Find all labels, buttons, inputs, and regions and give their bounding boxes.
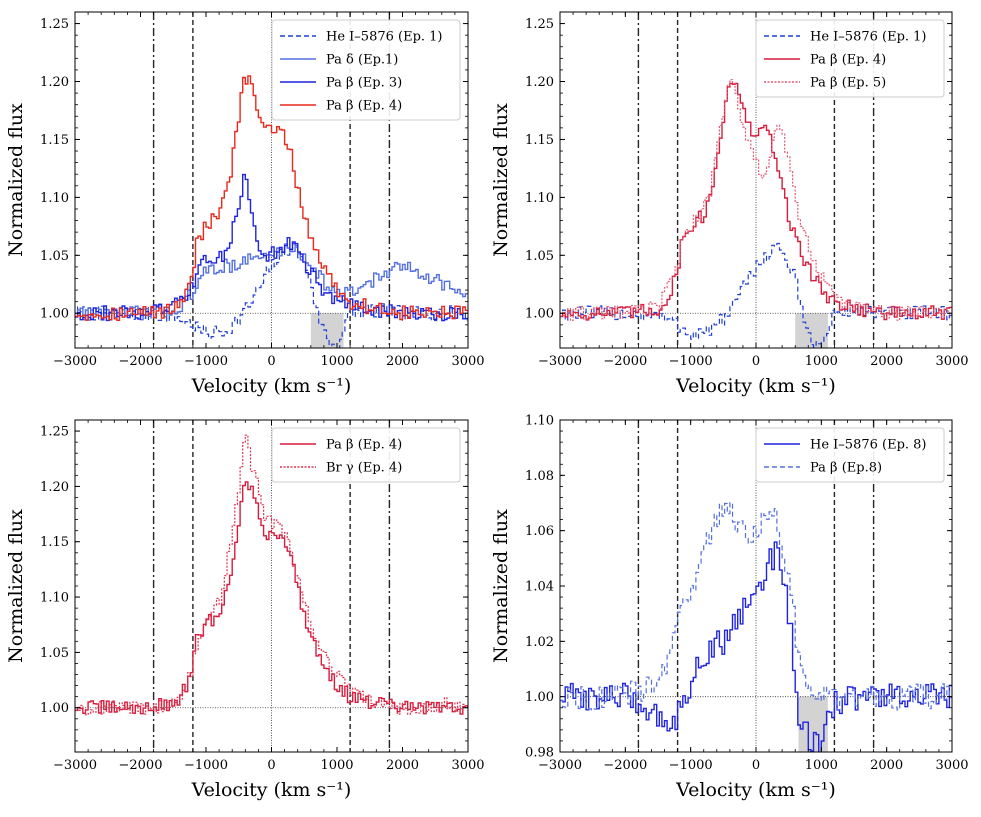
y-tick-label: 1.25 [40, 425, 69, 440]
legend-label: He I–5876 (Ep. 1) [326, 30, 443, 45]
x-tick-label: −3000 [53, 354, 97, 369]
series-line-pab4 [75, 75, 468, 321]
series-line-pab3 [75, 173, 468, 322]
x-tick-label: −2000 [603, 354, 647, 369]
y-tick-label: 1.08 [525, 469, 554, 484]
x-tick-label: −2000 [603, 758, 647, 773]
x-tick-label: −3000 [538, 354, 582, 369]
legend-box [271, 427, 461, 483]
x-tick-label: 0 [752, 758, 760, 773]
y-tick-label: 1.04 [525, 580, 554, 595]
legend-label: Pa β (Ep. 5) [810, 76, 886, 91]
x-tick-label: −2000 [119, 758, 163, 773]
y-tick-label: 1.10 [40, 591, 69, 606]
x-tick-label: −1000 [669, 354, 713, 369]
legend-label: Pa β (Ep. 3) [326, 76, 402, 91]
chart-panel-4: −3000 −2000 −1000 0 1000 2000 3000 0.98 1.00 1.02… [490, 414, 969, 802]
plot-area [75, 420, 468, 752]
y-tick-label: 1.25 [525, 17, 554, 32]
y-tick-label: 1.00 [525, 690, 554, 705]
x-tick-label: 2000 [870, 354, 903, 369]
x-tick-label: 1000 [805, 354, 838, 369]
x-tick-label: 0 [752, 354, 760, 369]
y-axis-title: Normalized flux [490, 103, 512, 257]
y-tick-label: 1.05 [525, 249, 554, 264]
y-tick-label: 1.20 [40, 75, 69, 90]
legend-box [271, 19, 461, 121]
x-tick-label: 3000 [451, 354, 484, 369]
x-tick-label: 1000 [805, 758, 838, 773]
legend-label: Pa δ (Ep.1) [326, 53, 398, 68]
x-axis-title: Velocity (km s⁻¹) [675, 779, 836, 801]
y-tick-label: 1.10 [40, 191, 69, 206]
y-tick-label: 1.25 [40, 17, 69, 32]
legend-label: Pa β (Ep.8) [810, 461, 882, 476]
x-tick-label: 0 [267, 354, 275, 369]
legend-label: Pa β (Ep. 4) [326, 438, 402, 453]
x-axis-title: Velocity (km s⁻¹) [191, 375, 352, 397]
series-line-pab8 [560, 502, 952, 711]
legend-label: He I–5876 (Ep. 1) [810, 30, 927, 45]
y-axis-title: Normalized flux [5, 103, 27, 257]
y-tick-label: 0.98 [525, 746, 554, 761]
y-tick-label: 1.00 [40, 307, 69, 322]
series-line-he1 [560, 242, 952, 348]
y-tick-label: 1.06 [525, 524, 554, 539]
y-tick-label: 1.15 [40, 133, 69, 148]
chart-panel-2: −3000 −2000 −1000 0 1000 2000 3000 1.00 1.05 1.10… [490, 11, 969, 397]
x-tick-label: −1000 [669, 758, 713, 773]
y-tick-label: 1.05 [40, 249, 69, 264]
x-tick-label: 0 [267, 758, 275, 773]
x-tick-label: −1000 [184, 758, 228, 773]
x-tick-label: 3000 [935, 758, 968, 773]
series-line-pab4 [560, 82, 952, 321]
legend-box [755, 19, 945, 98]
series-line-brg [75, 434, 468, 716]
x-axis-title: Velocity (km s⁻¹) [191, 779, 352, 801]
y-tick-label: 1.02 [525, 635, 554, 650]
shaded-absorption-region [310, 313, 344, 348]
y-axis-title: Normalized flux [5, 509, 27, 663]
x-tick-label: −1000 [184, 354, 228, 369]
x-tick-label: 3000 [451, 758, 484, 773]
y-axis-title: Normalized flux [490, 509, 512, 663]
y-tick-label: 1.05 [40, 646, 69, 661]
x-tick-label: 2000 [386, 758, 419, 773]
y-tick-label: 1.00 [525, 307, 554, 322]
y-tick-label: 1.00 [40, 701, 69, 716]
y-tick-label: 1.10 [525, 414, 554, 429]
y-tick-label: 1.20 [525, 75, 554, 90]
x-tick-label: −3000 [53, 758, 97, 773]
x-tick-label: 3000 [935, 354, 968, 369]
x-axis-title: Velocity (km s⁻¹) [675, 375, 836, 397]
chart-panel-3: −3000 −2000 −1000 0 1000 2000 3000 1.00 1.05 1.10… [5, 419, 485, 801]
series-line-pab5 [560, 79, 952, 321]
x-tick-label: −2000 [119, 354, 163, 369]
chart-panel-1: −3000 −2000 −1000 0 1000 2000 3000 1.00 1.05 1.10… [5, 11, 485, 397]
legend-box [755, 427, 945, 483]
legend-label: Br γ (Ep. 4) [326, 461, 402, 476]
x-tick-label: 2000 [870, 758, 903, 773]
x-tick-label: 2000 [386, 354, 419, 369]
y-tick-label: 1.15 [525, 133, 554, 148]
legend-label: Pa β (Ep. 4) [810, 53, 886, 68]
y-tick-label: 1.20 [40, 480, 69, 495]
x-tick-label: −3000 [538, 758, 582, 773]
legend-label: He I–5876 (Ep. 8) [810, 438, 927, 453]
plot-area [75, 12, 468, 348]
x-tick-label: 1000 [320, 354, 353, 369]
legend-label: Pa β (Ep. 4) [326, 99, 402, 114]
y-tick-label: 1.10 [525, 191, 554, 206]
shaded-absorption-region [795, 313, 828, 348]
x-tick-label: 1000 [320, 758, 353, 773]
y-tick-label: 1.15 [40, 535, 69, 550]
